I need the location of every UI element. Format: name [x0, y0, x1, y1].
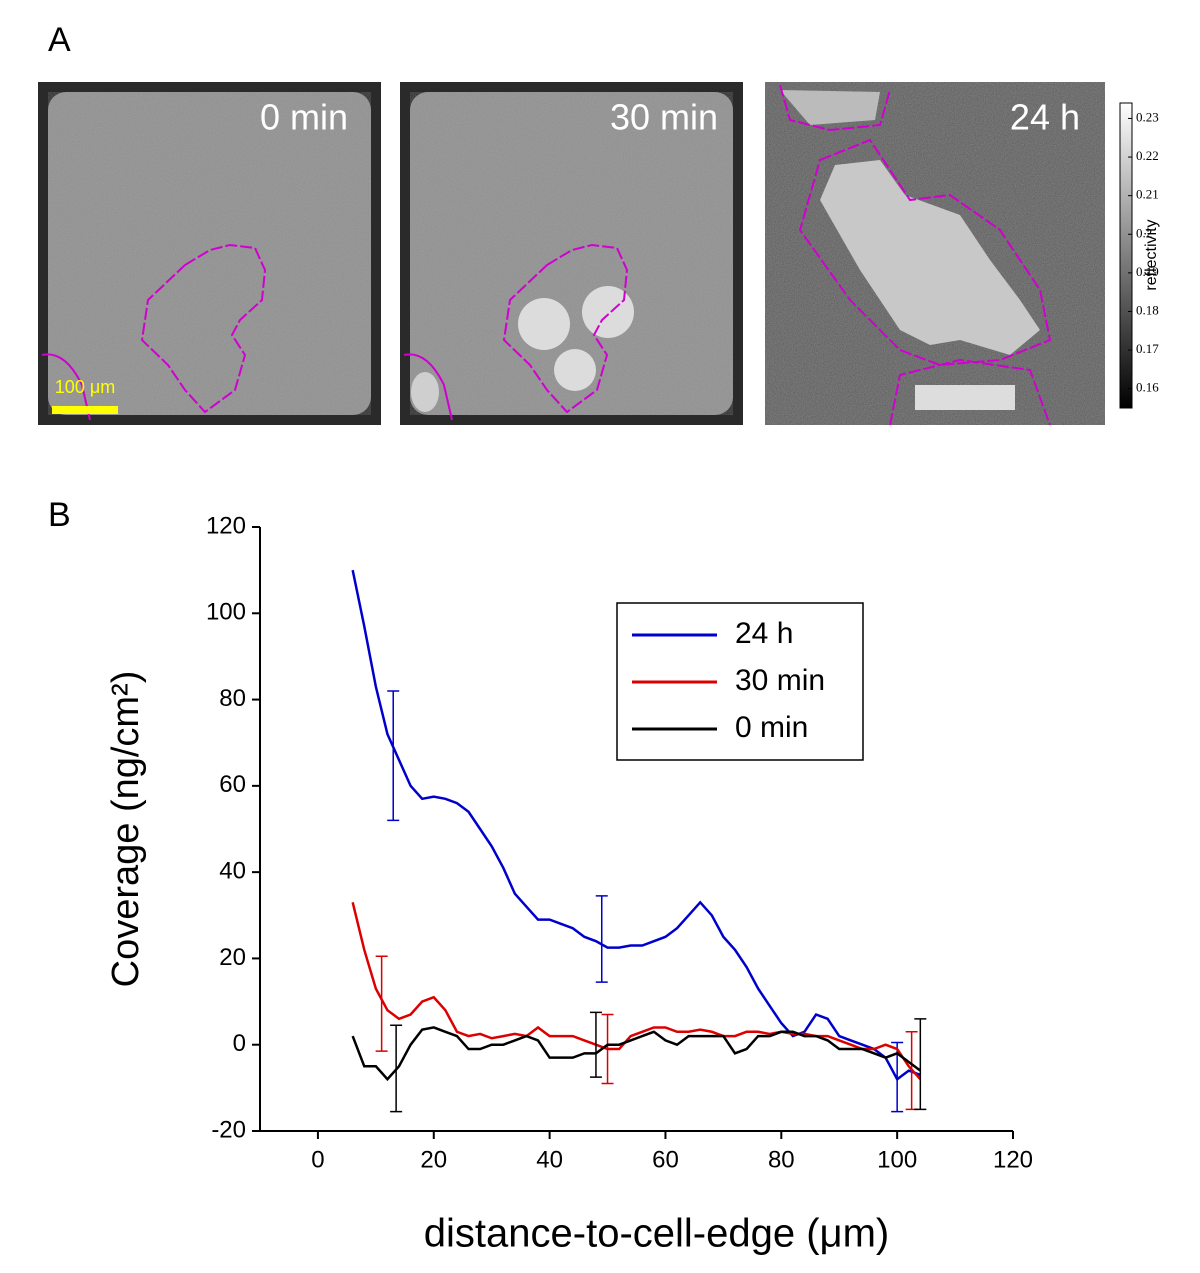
x-tick-label: 100: [877, 1146, 917, 1173]
colorbar-tick-label: 0.16: [1136, 380, 1159, 395]
error-bar: [375, 955, 388, 1052]
colorbar-tick-label: 0.21: [1136, 187, 1159, 202]
image-24h: 24 h: [765, 82, 1105, 426]
legend-label: 30 min: [735, 664, 825, 697]
colorbar-tick-label: 0.2: [1136, 225, 1152, 240]
y-axis-label: Coverage (ng/cm²): [105, 671, 147, 988]
series-line: [351, 1026, 922, 1082]
error-bar: [914, 1018, 927, 1111]
error-bar: [589, 1011, 602, 1078]
colorbar-label: reflectivity: [1143, 219, 1160, 290]
y-tick-label: -20: [211, 1116, 246, 1143]
x-tick-label: 0: [311, 1146, 324, 1173]
x-axis-label: distance-to-cell-edge (μm): [424, 1212, 889, 1256]
legend-label: 0 min: [735, 711, 808, 744]
series-line: [351, 902, 922, 1081]
x-tick-label: 120: [993, 1146, 1033, 1173]
error-bar: [387, 690, 400, 822]
error-bar: [595, 895, 608, 983]
image-30min: 30 min: [400, 82, 743, 425]
colorbar: [1119, 102, 1133, 409]
panel-label: B: [48, 496, 71, 534]
colorbar-tick-label: 0.19: [1136, 264, 1159, 279]
x-tick-label: 60: [652, 1146, 679, 1173]
image-label: 30 min: [610, 97, 718, 138]
x-tick-label: 80: [768, 1146, 795, 1173]
y-tick-label: 120: [206, 512, 246, 539]
error-bar: [601, 1013, 614, 1085]
legend-label: 24 h: [735, 617, 793, 650]
x-tick-label: 40: [536, 1146, 563, 1173]
y-tick-label: 0: [233, 1030, 246, 1057]
image-label: 24 h: [1010, 97, 1080, 138]
scale-bar-label: 100 μm: [55, 377, 115, 397]
error-bar: [390, 1024, 403, 1113]
colorbar-tick-label: 0.17: [1136, 341, 1159, 356]
colorbar-tick-label: 0.18: [1136, 302, 1159, 317]
y-tick-label: 20: [219, 944, 246, 971]
x-tick-label: 20: [420, 1146, 447, 1173]
colorbar-tick-label: 0.22: [1136, 148, 1159, 163]
image-label: 0 min: [260, 97, 348, 138]
series-line: [351, 569, 921, 1082]
y-tick-label: 80: [219, 685, 246, 712]
panel-label: A: [48, 21, 71, 59]
y-tick-label: 100: [206, 599, 246, 626]
colorbar-tick-label: 0.23: [1136, 109, 1159, 124]
y-tick-label: 60: [219, 771, 246, 798]
image-0min: 100 μm 0 min: [38, 82, 381, 425]
y-tick-label: 40: [219, 857, 246, 884]
